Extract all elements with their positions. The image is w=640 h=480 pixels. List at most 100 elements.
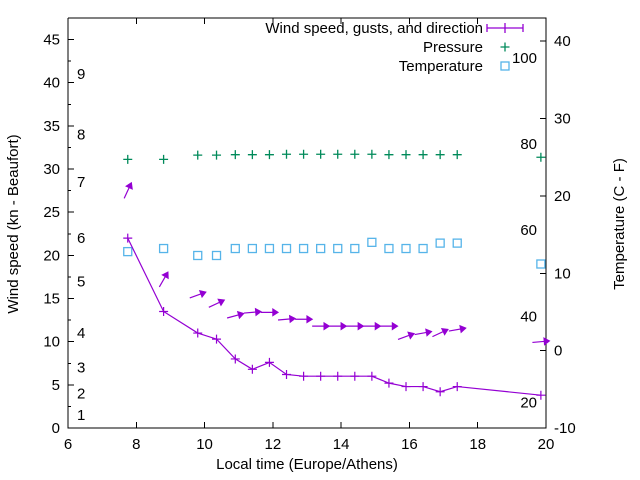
wind-speed-point [452, 382, 462, 392]
temperature-point [536, 259, 546, 269]
gust-arrow-head [340, 321, 348, 331]
beaufort-label: 9 [77, 66, 85, 83]
temperature-point [452, 238, 462, 248]
legend-label-temperature: Temperature [399, 58, 483, 75]
gust-arrow-head [425, 328, 433, 337]
pressure-point [247, 150, 257, 160]
gust-arrow-head [288, 314, 297, 324]
gust-direction-arrow [158, 271, 169, 288]
gust-direction-arrow [189, 290, 207, 299]
pressure-point [452, 150, 462, 160]
chart-legend[interactable]: Wind speed, gusts, and direction Pressure… [265, 20, 524, 75]
fahrenheit-label: 20 [520, 394, 537, 411]
fahrenheit-scale-labels: 20 40 60 80 100 [512, 50, 537, 411]
pressure-point [333, 149, 343, 159]
y-tick-label: 25 [43, 204, 60, 221]
gust-arrow-head [459, 324, 467, 334]
wind-speed-point [350, 371, 360, 381]
gust-direction-arrow [226, 310, 245, 320]
gust-arrow-head [306, 314, 314, 324]
x-tick-label: 16 [401, 436, 418, 453]
beaufort-label: 4 [77, 325, 85, 342]
gust-direction-arrow [329, 321, 348, 331]
pressure-point [299, 149, 309, 159]
wind-speed-point [384, 378, 394, 388]
legend-item-wind[interactable]: Wind speed, gusts, and direction [265, 20, 524, 37]
legend-item-pressure[interactable]: Pressure [423, 39, 510, 56]
legend-item-temperature[interactable]: Temperature [399, 58, 510, 75]
temperature-point [418, 243, 428, 254]
legend-plus-icon [500, 42, 510, 52]
wind-speed-point [316, 371, 326, 381]
legend-square-icon [500, 61, 510, 71]
temperature-point [401, 243, 411, 254]
fahrenheit-label: 100 [512, 50, 537, 67]
y-tick-label: 5 [52, 377, 60, 394]
beaufort-label: 8 [77, 127, 85, 144]
pressure-point [193, 150, 203, 160]
wind-speed-point [282, 369, 292, 379]
gust-direction-arrow [363, 321, 382, 331]
temperature-point [158, 243, 169, 254]
y2-tick-label: 20 [554, 188, 571, 205]
beaufort-label: 1 [77, 407, 85, 424]
gust-direction-arrow [260, 308, 280, 317]
series-pressure [123, 149, 546, 164]
temperature-point [298, 243, 309, 254]
wind-speed-point [333, 371, 343, 381]
y-tick-label: 30 [43, 161, 60, 178]
gust-arrow-head [323, 321, 331, 331]
wind-speed-point [123, 233, 133, 243]
legend-label-pressure: Pressure [423, 39, 483, 56]
pressure-point [159, 154, 169, 164]
temperature-point [281, 243, 292, 254]
gust-direction-arrow [432, 327, 449, 338]
pressure-point [384, 150, 394, 160]
beaufort-scale-labels: 1 2 3 4 5 6 7 8 9 [77, 66, 85, 424]
gust-arrow-head [125, 181, 133, 190]
legend-label-wind: Wind speed, gusts, and direction [265, 20, 483, 37]
temperature-point [230, 243, 240, 254]
wind-speed-point [299, 371, 309, 381]
temperature-point [211, 250, 222, 261]
gust-arrow-head [391, 321, 399, 331]
y-tick-label: 20 [43, 247, 60, 264]
wind-speed-point [212, 334, 222, 344]
legend-plus-icon [486, 23, 524, 33]
y2-tick-label: 40 [554, 33, 571, 50]
gust-direction-arrow [532, 337, 551, 346]
y-tick-label: 15 [43, 291, 60, 308]
y-tick-label: 0 [52, 420, 60, 437]
gust-arrow-head [440, 327, 449, 336]
gust-arrow-head [374, 321, 382, 331]
y2-tick-label: -10 [554, 420, 576, 437]
x-axis-ticks: 6 8 10 12 14 16 18 20 [64, 18, 554, 453]
temperature-point [350, 243, 360, 254]
pressure-point [316, 149, 326, 159]
gust-direction-arrow [312, 321, 331, 331]
gust-direction-arrow [295, 314, 314, 324]
x-axis-title: Local time (Europe/Athens) [216, 456, 398, 473]
wind-speed-point [401, 382, 411, 392]
temperature-point [193, 250, 203, 261]
wind-speed-point [264, 357, 274, 367]
wind-speed-point [418, 382, 428, 392]
beaufort-label: 5 [77, 273, 85, 290]
wind-speed-point [230, 354, 240, 364]
gust-direction-arrow [123, 181, 133, 199]
pressure-point [264, 150, 274, 160]
y-axis-ticks: 0 5 10 15 20 25 30 35 40 45 [43, 32, 74, 437]
x-tick-label: 18 [469, 436, 486, 453]
fahrenheit-label: 60 [520, 222, 537, 239]
y2-axis-title: Temperature (C - F) [611, 158, 628, 290]
temperature-point [264, 243, 275, 254]
fahrenheit-label: 40 [520, 309, 537, 326]
wind-speed-point [193, 328, 203, 338]
pressure-point [230, 150, 240, 160]
temperature-point [123, 246, 133, 257]
pressure-point [282, 149, 292, 159]
y-tick-label: 10 [43, 334, 60, 351]
beaufort-label: 6 [77, 230, 85, 247]
